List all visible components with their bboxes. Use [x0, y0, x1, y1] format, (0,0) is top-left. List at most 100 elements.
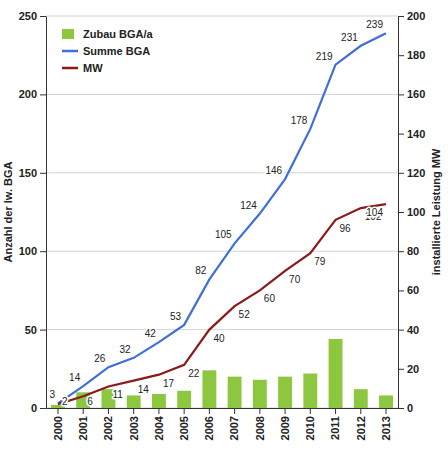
data-label: 6 [87, 396, 93, 407]
tick-label: 2001 [77, 416, 89, 440]
tick: 2008 [254, 408, 266, 440]
axis-line [47, 408, 399, 409]
axis-title: installierte Leistung MW [430, 148, 442, 275]
data-label: 231 [341, 32, 358, 43]
legend-swatch [62, 29, 74, 39]
tick-label: 2008 [254, 416, 266, 440]
tick: 50 [25, 324, 46, 336]
tick-label: 0 [407, 402, 413, 414]
legend-label: Summe BGA [83, 45, 150, 57]
tick: 180 [398, 49, 425, 61]
data-label: 2 [62, 396, 68, 407]
legend-swatch [62, 67, 78, 70]
tick-mark [40, 16, 46, 17]
tick-label: 100 [19, 245, 37, 257]
tick: 2003 [128, 408, 140, 440]
tick: 2001 [77, 408, 89, 440]
tick-mark [234, 408, 235, 414]
tick-mark [83, 408, 84, 414]
grid-line [46, 94, 398, 95]
legend-label: Zubau BGA/a [83, 28, 154, 40]
bar [177, 391, 191, 408]
bar [253, 380, 267, 408]
tick-label: 2006 [203, 416, 215, 440]
tick-label: 50 [25, 324, 37, 336]
bar [202, 370, 216, 408]
tick-label: 2010 [304, 416, 316, 440]
bar-series [51, 339, 393, 408]
tick-mark [398, 290, 404, 291]
data-label: 82 [195, 265, 207, 276]
tick-mark [57, 408, 58, 414]
data-label: 146 [265, 165, 282, 176]
data-label: 219 [316, 51, 333, 62]
data-label: 79 [314, 256, 326, 267]
chart: 2000200120022003200420052006200720082009… [0, 0, 448, 452]
axis-title: Anzahl der lw. BGA [2, 161, 14, 262]
bar [379, 395, 393, 408]
x-axis: 2000200120022003200420052006200720082009… [47, 408, 399, 440]
data-label: 40 [213, 333, 225, 344]
tick: 2011 [329, 408, 341, 440]
tick: 200 [19, 88, 46, 100]
tick-mark [40, 251, 46, 252]
tick-mark [184, 408, 185, 414]
tick-label: 2005 [178, 416, 190, 440]
legend-item: Zubau BGA/a [62, 28, 154, 40]
tick-label: 40 [407, 324, 419, 336]
data-label: 178 [291, 115, 308, 126]
data-label: 26 [94, 353, 106, 364]
tick-label: 160 [407, 88, 425, 100]
tick: 120 [398, 167, 425, 179]
tick-mark [360, 408, 361, 414]
tick: 150 [19, 167, 46, 179]
bar [278, 377, 292, 408]
tick-label: 2003 [128, 416, 140, 440]
tick: 2006 [203, 408, 215, 440]
grid-line [46, 16, 398, 17]
tick: 60 [398, 284, 419, 296]
y-axis: 050100150200250 [19, 10, 47, 414]
legend-item: Summe BGA [62, 45, 150, 57]
bar [127, 395, 141, 408]
tick-label: 120 [407, 167, 425, 179]
tick: 0 [398, 402, 413, 414]
tick: 100 [398, 206, 425, 218]
grid-line [46, 172, 398, 173]
bar [228, 377, 242, 408]
marks [51, 33, 393, 408]
data-label: 3 [49, 389, 55, 400]
legend: Zubau BGA/aSumme BGAMW [59, 25, 159, 77]
tick-label: 2011 [329, 416, 341, 440]
tick-label: 2012 [355, 416, 367, 440]
tick-mark [398, 173, 404, 174]
tick: 200 [398, 10, 425, 22]
y2-axis: 020406080100120140160180200 [398, 10, 425, 414]
tick-label: 100 [407, 206, 425, 218]
line [58, 33, 386, 403]
tick: 0 [31, 402, 46, 414]
tick-label: 200 [19, 88, 37, 100]
tick-label: 200 [407, 10, 425, 22]
data-label: 22 [188, 368, 200, 379]
tick-mark [40, 408, 46, 409]
tick-label: 2009 [279, 416, 291, 440]
data-label: 14 [69, 372, 81, 383]
tick: 2009 [279, 408, 291, 440]
tick-mark [398, 94, 404, 95]
bar [152, 394, 166, 408]
tick-label: 2000 [52, 416, 64, 440]
tick-mark [398, 369, 404, 370]
tick-mark [398, 134, 404, 135]
data-label: 239 [366, 19, 383, 30]
data-labels: 3142632425382105124146178219231239261114… [49, 19, 383, 407]
tick-label: 20 [407, 363, 419, 375]
data-label: 42 [145, 328, 157, 339]
bar [329, 339, 343, 408]
data-label: 32 [120, 344, 132, 355]
tick: 40 [398, 324, 419, 336]
tick-mark [398, 212, 404, 213]
tick-mark [398, 330, 404, 331]
data-label: 52 [239, 309, 251, 320]
tick-label: 2007 [228, 416, 240, 440]
